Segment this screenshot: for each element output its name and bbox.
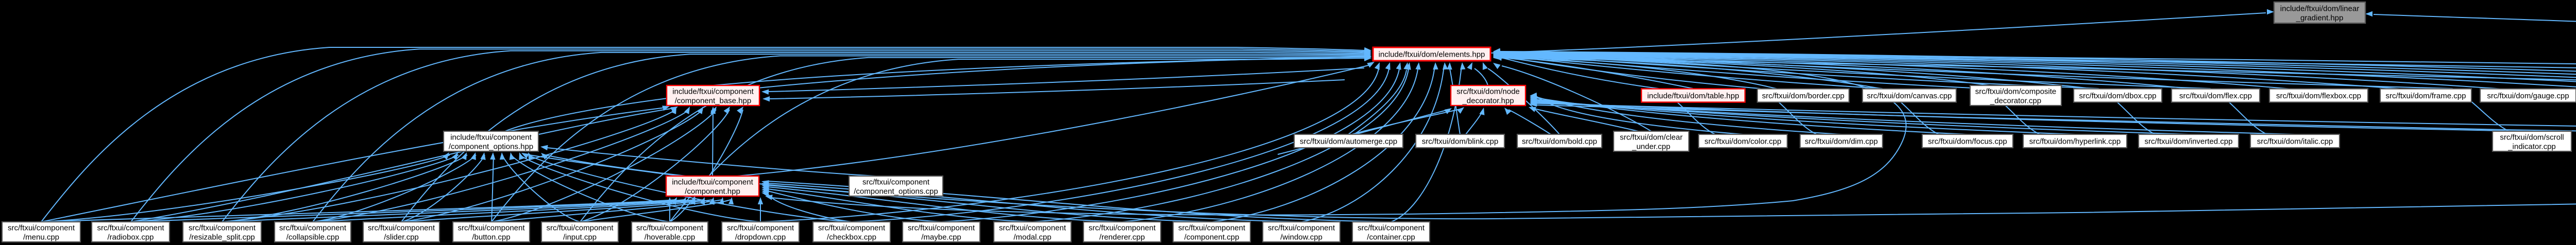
svg-text:src/ftxui/component: src/ftxui/component [457, 223, 525, 232]
svg-text:src/ftxui/component: src/ftxui/component [8, 223, 75, 232]
svg-text:_indicator.cpp: _indicator.cpp [2507, 142, 2556, 151]
svg-text:src/ftxui/dom/flexbox.cpp: src/ftxui/dom/flexbox.cpp [2276, 92, 2361, 100]
svg-text:/component_options.cpp: /component_options.cpp [854, 187, 938, 196]
svg-text:/modal.cpp: /modal.cpp [1013, 233, 1051, 241]
svg-text:_decorator.hpp: _decorator.hpp [1462, 96, 1514, 105]
svg-text:src/ftxui/dom/gauge.cpp: src/ftxui/dom/gauge.cpp [2487, 92, 2569, 100]
svg-text:/component_base.hpp: /component_base.hpp [675, 96, 751, 105]
svg-text:include/ftxui/component: include/ftxui/component [672, 178, 753, 186]
svg-text:src/ftxui/dom/automerge.cpp: src/ftxui/dom/automerge.cpp [1300, 137, 1397, 146]
svg-text:/menu.cpp: /menu.cpp [23, 233, 59, 241]
svg-text:src/ftxui/component: src/ftxui/component [1268, 223, 1335, 232]
svg-text:src/ftxui/dom/bold.cpp: src/ftxui/dom/bold.cpp [1522, 137, 1597, 146]
svg-text:src/ftxui/dom/dbox.cpp: src/ftxui/dom/dbox.cpp [2079, 92, 2156, 100]
svg-text:src/ftxui/dom/node: src/ftxui/dom/node [1456, 87, 1520, 96]
svg-text:src/ftxui/component: src/ftxui/component [97, 223, 164, 232]
svg-text:src/ftxui/component: src/ftxui/component [546, 223, 614, 232]
svg-text:/radiobox.cpp: /radiobox.cpp [107, 233, 154, 241]
svg-text:src/ftxui/component: src/ftxui/component [818, 223, 886, 232]
svg-text:/dropdown.cpp: /dropdown.cpp [735, 233, 786, 241]
svg-text:/renderer.cpp: /renderer.cpp [1099, 233, 1145, 241]
svg-text:src/ftxui/dom/inverted.cpp: src/ftxui/dom/inverted.cpp [2145, 137, 2233, 146]
svg-text:src/ftxui/dom/hyperlink.cpp: src/ftxui/dom/hyperlink.cpp [2029, 137, 2121, 146]
svg-text:_gradient.hpp: _gradient.hpp [2296, 13, 2344, 22]
svg-text:/checkbox.cpp: /checkbox.cpp [827, 233, 876, 241]
svg-text:src/ftxui/component: src/ftxui/component [999, 223, 1066, 232]
svg-text:src/ftxui/component: src/ftxui/component [189, 223, 256, 232]
svg-text:include/ftxui/dom/elements.hpp: include/ftxui/dom/elements.hpp [1379, 50, 1485, 59]
svg-text:/component_options.hpp: /component_options.hpp [449, 142, 533, 151]
svg-text:_under.cpp: _under.cpp [1632, 142, 1670, 151]
svg-text:src/ftxui/component: src/ftxui/component [1358, 223, 1425, 232]
svg-text:/collapsible.cpp: /collapsible.cpp [286, 233, 340, 241]
svg-text:/window.cpp: /window.cpp [1280, 233, 1323, 241]
svg-text:/component.cpp: /component.cpp [1184, 233, 1240, 241]
svg-text:/input.cpp: /input.cpp [563, 233, 597, 241]
svg-text:include/ftxui/dom/table.hpp: include/ftxui/dom/table.hpp [1647, 92, 1739, 100]
svg-text:src/ftxui/dom/composite: src/ftxui/dom/composite [1975, 87, 2057, 96]
svg-text:src/ftxui/component: src/ftxui/component [368, 223, 435, 232]
svg-text:src/ftxui/dom/frame.cpp: src/ftxui/dom/frame.cpp [2386, 92, 2466, 100]
svg-text:/container.cpp: /container.cpp [1367, 233, 1415, 241]
svg-text:src/ftxui/dom/flex.cpp: src/ftxui/dom/flex.cpp [2179, 92, 2252, 100]
svg-text:src/ftxui/dom/canvas.cpp: src/ftxui/dom/canvas.cpp [1867, 92, 1952, 100]
svg-text:/component.hpp: /component.hpp [685, 187, 740, 196]
svg-text:/hoverable.cpp: /hoverable.cpp [645, 233, 695, 241]
svg-text:src/ftxui/dom/scroll: src/ftxui/dom/scroll [2500, 133, 2564, 142]
svg-text:src/ftxui/dom/blink.cpp: src/ftxui/dom/blink.cpp [1422, 137, 1498, 146]
svg-text:src/ftxui/component: src/ftxui/component [862, 178, 930, 186]
svg-text:src/ftxui/dom/clear: src/ftxui/dom/clear [1620, 133, 1683, 142]
svg-text:src/ftxui/dom/border.cpp: src/ftxui/dom/border.cpp [1762, 92, 1844, 100]
svg-text:src/ftxui/component: src/ftxui/component [908, 223, 975, 232]
svg-text:_decorator.cpp: _decorator.cpp [1990, 96, 2041, 105]
svg-text:src/ftxui/component: src/ftxui/component [636, 223, 704, 232]
svg-text:include/ftxui/component: include/ftxui/component [672, 87, 754, 96]
svg-text:src/ftxui/dom/focus.cpp: src/ftxui/dom/focus.cpp [1928, 137, 2007, 146]
svg-text:src/ftxui/component: src/ftxui/component [727, 223, 794, 232]
svg-text:src/ftxui/component: src/ftxui/component [279, 223, 347, 232]
svg-text:/resizable_split.cpp: /resizable_split.cpp [189, 233, 255, 241]
svg-text:/button.cpp: /button.cpp [472, 233, 510, 241]
svg-text:src/ftxui/dom/dim.cpp: src/ftxui/dom/dim.cpp [1805, 137, 1878, 146]
svg-text:include/ftxui/dom/linear: include/ftxui/dom/linear [2280, 4, 2359, 13]
svg-text:/maybe.cpp: /maybe.cpp [921, 233, 961, 241]
svg-text:include/ftxui/component: include/ftxui/component [450, 133, 532, 142]
svg-text:/slider.cpp: /slider.cpp [384, 233, 419, 241]
svg-text:src/ftxui/dom/color.cpp: src/ftxui/dom/color.cpp [1704, 137, 1781, 146]
svg-text:src/ftxui/dom/italic.cpp: src/ftxui/dom/italic.cpp [2257, 137, 2333, 146]
svg-text:src/ftxui/component: src/ftxui/component [1178, 223, 1246, 232]
svg-text:src/ftxui/component: src/ftxui/component [1089, 223, 1156, 232]
